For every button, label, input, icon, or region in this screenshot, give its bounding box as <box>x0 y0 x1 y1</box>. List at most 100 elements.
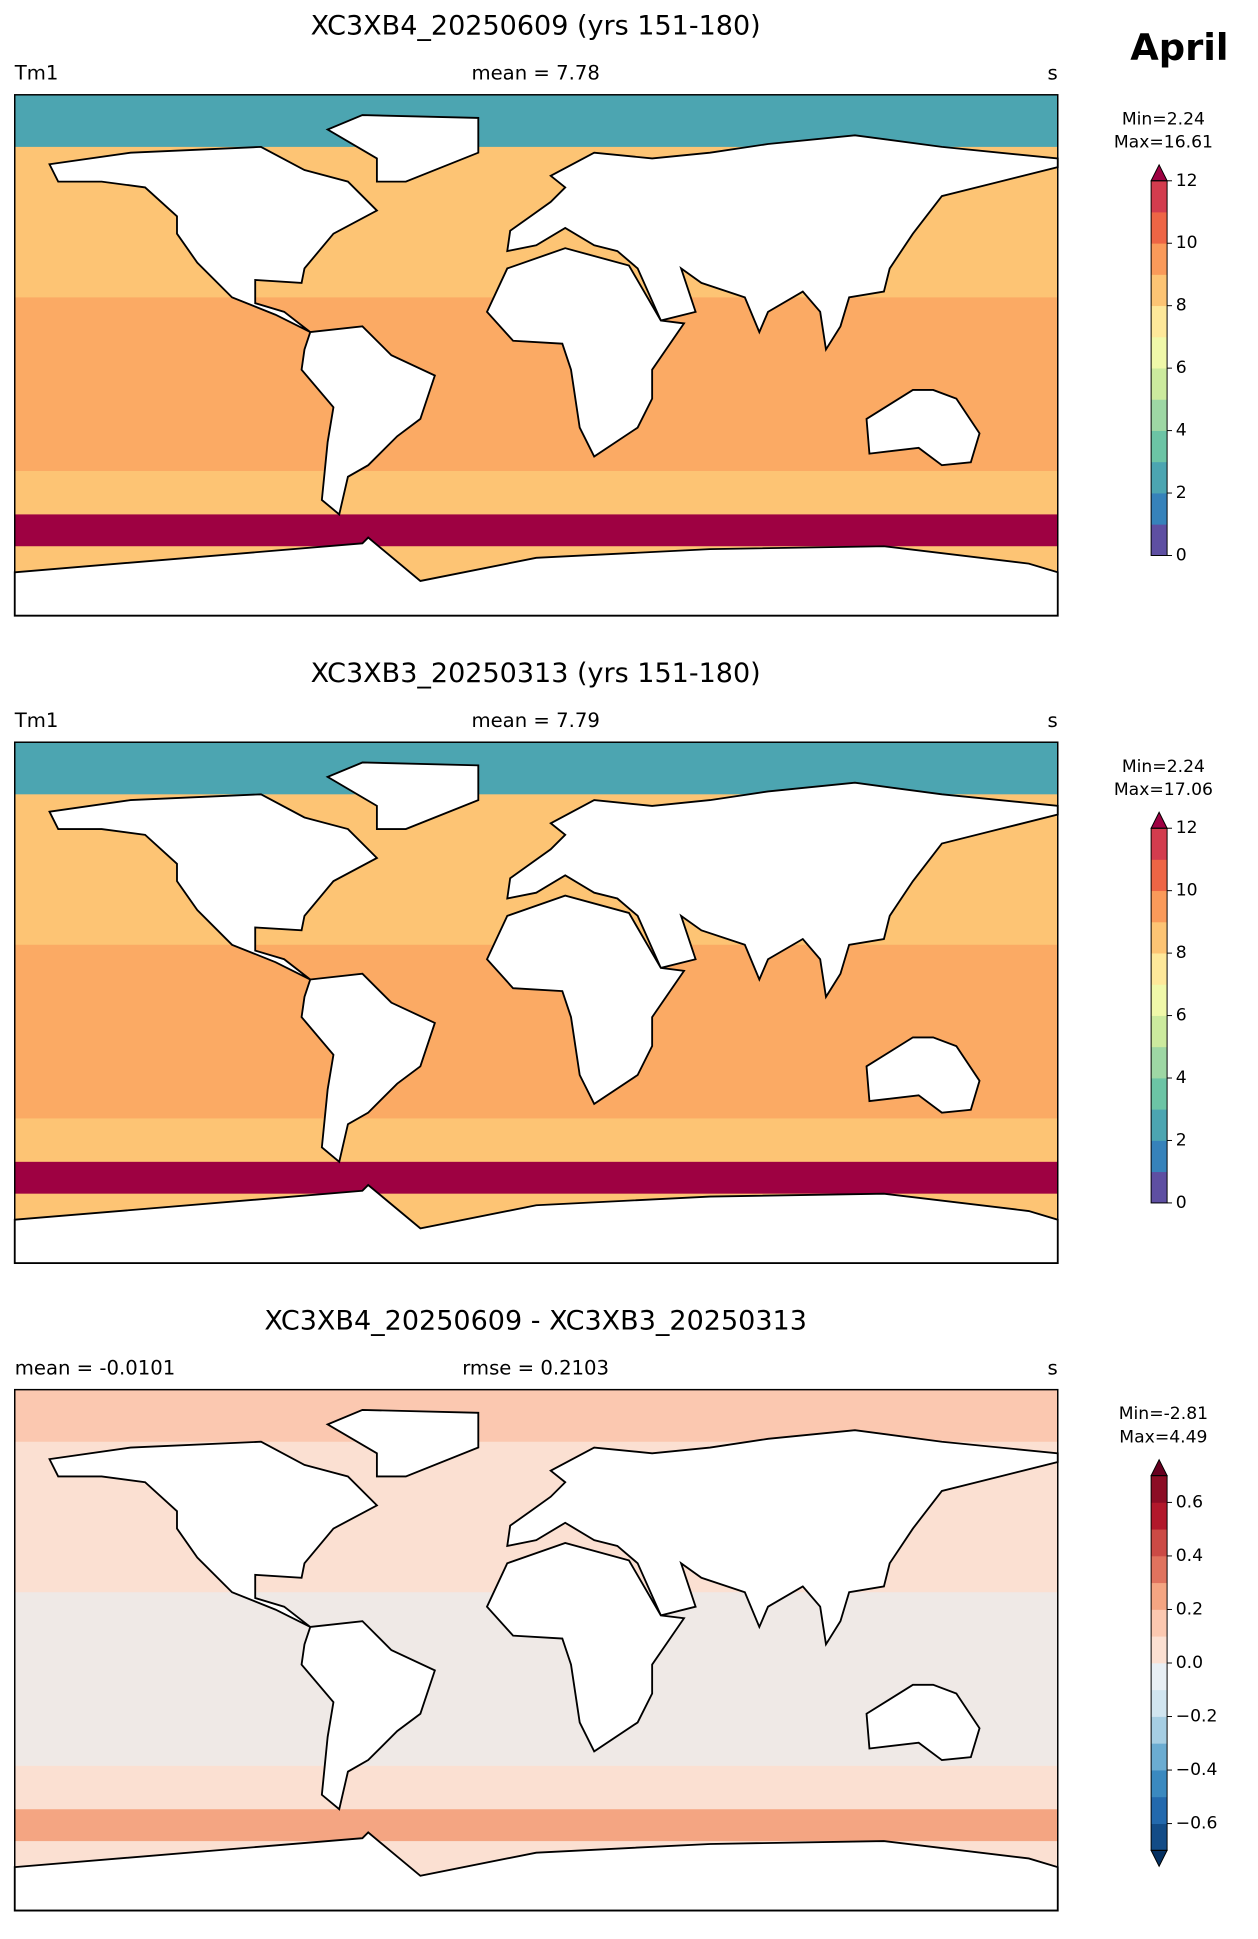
colorbar-band <box>1151 1770 1168 1798</box>
colorbar-band <box>1151 212 1168 244</box>
map <box>13 94 1059 617</box>
colorbar-band <box>1151 1582 1168 1610</box>
colorbar-band <box>1151 1796 1168 1824</box>
right-label: s <box>1048 1356 1058 1379</box>
colorbar-band <box>1151 1078 1168 1110</box>
colorbar-tick-label: 0.4 <box>1176 1546 1203 1566</box>
land <box>865 1036 981 1114</box>
colorbar-band <box>1151 828 1168 860</box>
arctic <box>14 1389 1058 1442</box>
panel-title: XC3XB4_20250609 (yrs 151-180) <box>311 11 761 42</box>
left-label: Tm1 <box>14 61 59 84</box>
center-label: mean = 7.78 <box>471 61 599 84</box>
land <box>300 1620 436 1811</box>
colorbar-band <box>1151 368 1168 400</box>
colorbar-extend-max <box>1150 163 1168 182</box>
colorbar-band <box>1151 1609 1168 1637</box>
colorbar-band <box>1151 1046 1168 1079</box>
stat-min: Min=2.24 <box>1122 757 1205 777</box>
colorbar-tick-label: 10 <box>1176 881 1198 901</box>
left-label: Tm1 <box>14 709 59 732</box>
land <box>325 1408 480 1478</box>
map-frame <box>14 1388 1059 1912</box>
colorbar-extend-max <box>1150 1458 1168 1477</box>
colorbar-band <box>1151 1171 1168 1204</box>
colorbar-tick-label: 0.0 <box>1176 1653 1203 1673</box>
colorbar-band <box>1151 180 1168 213</box>
colorbar-tick-label: 12 <box>1176 818 1198 838</box>
land <box>485 1542 686 1753</box>
southern-ocean <box>14 1809 1058 1842</box>
land <box>300 972 436 1164</box>
left-label: mean = -0.0101 <box>15 1356 175 1379</box>
colorbar-band <box>1151 1743 1168 1771</box>
stat-min: Min=-2.81 <box>1119 1404 1208 1424</box>
colorbar-band <box>1151 1529 1168 1557</box>
colorbar-tick-label: 0.6 <box>1176 1492 1203 1512</box>
colorbar-extend-min <box>1150 1849 1168 1868</box>
panel-title: XC3XB3_20250313 (yrs 151-180) <box>311 658 761 689</box>
land <box>485 247 686 458</box>
colorbar-tick-label: 8 <box>1176 296 1187 316</box>
southern-ocean <box>14 514 1058 547</box>
colorbar-band <box>1151 1555 1168 1584</box>
colorbar-tick-label: 4 <box>1176 421 1187 441</box>
colorbar-band <box>1151 1109 1168 1141</box>
colorbar-band <box>1151 1140 1168 1173</box>
colorbar-tick-label: 2 <box>1176 1130 1187 1150</box>
colorbar-band <box>1151 243 1168 275</box>
land <box>48 793 379 981</box>
map <box>13 1388 1059 1912</box>
right-label: s <box>1048 709 1058 732</box>
colorbar-band <box>1151 1716 1168 1744</box>
colorbar-band <box>1151 1662 1168 1691</box>
colorbar-band <box>1151 953 1168 985</box>
colorbar-tick-label: −0.2 <box>1176 1707 1218 1727</box>
colorbar-band <box>1151 336 1168 369</box>
stat-max: Max=17.06 <box>1114 780 1213 800</box>
colorbar-band <box>1151 859 1168 892</box>
land <box>485 894 686 1106</box>
figure-title: April <box>1130 26 1228 69</box>
colorbar-band <box>1151 890 1168 923</box>
colorbar-band <box>1151 305 1168 338</box>
stat-max: Max=4.49 <box>1119 1428 1207 1448</box>
colorbar-band <box>1151 1823 1168 1851</box>
colorbar-band <box>1151 1015 1168 1048</box>
colorbar-tick-label: 2 <box>1176 483 1187 503</box>
colorbar-extend-max <box>1150 811 1168 829</box>
colorbar-band <box>1151 1475 1168 1503</box>
panel-title: XC3XB4_20250609 - XC3XB3_20250313 <box>264 1306 807 1337</box>
right-label: s <box>1048 61 1058 84</box>
colorbar-tick-label: 8 <box>1176 943 1187 963</box>
colorbar-tick-label: 6 <box>1176 358 1187 378</box>
colorbar-band <box>1151 524 1168 556</box>
stat-min: Min=2.24 <box>1122 109 1205 129</box>
arctic <box>14 94 1058 147</box>
land <box>865 1683 981 1762</box>
colorbar-tick-label: 12 <box>1176 171 1198 191</box>
colorbar-tick-label: 4 <box>1176 1068 1187 1088</box>
colorbar-tick-label: −0.6 <box>1176 1814 1218 1834</box>
colorbar-band <box>1151 984 1168 1016</box>
colorbar-band <box>1151 1502 1168 1530</box>
southern-ocean <box>14 1161 1058 1194</box>
center-label: rmse = 0.2103 <box>462 1356 609 1379</box>
center-label: mean = 7.79 <box>471 709 599 732</box>
colorbar-tick-label: 10 <box>1176 233 1198 253</box>
colorbar-band <box>1151 274 1168 307</box>
land <box>865 389 981 467</box>
colorbar-band <box>1151 1689 1168 1717</box>
colorbar-tick-label: 0.2 <box>1176 1599 1203 1619</box>
colorbar-band <box>1151 493 1168 525</box>
map-frame <box>14 94 1059 617</box>
colorbar-band <box>1151 461 1168 494</box>
land <box>325 114 480 183</box>
land <box>48 145 379 333</box>
colorbar-tick-label: −0.4 <box>1176 1760 1218 1780</box>
land <box>48 1440 379 1628</box>
colorbar-band <box>1151 921 1168 954</box>
colorbar-band <box>1151 399 1168 431</box>
land <box>325 761 480 830</box>
